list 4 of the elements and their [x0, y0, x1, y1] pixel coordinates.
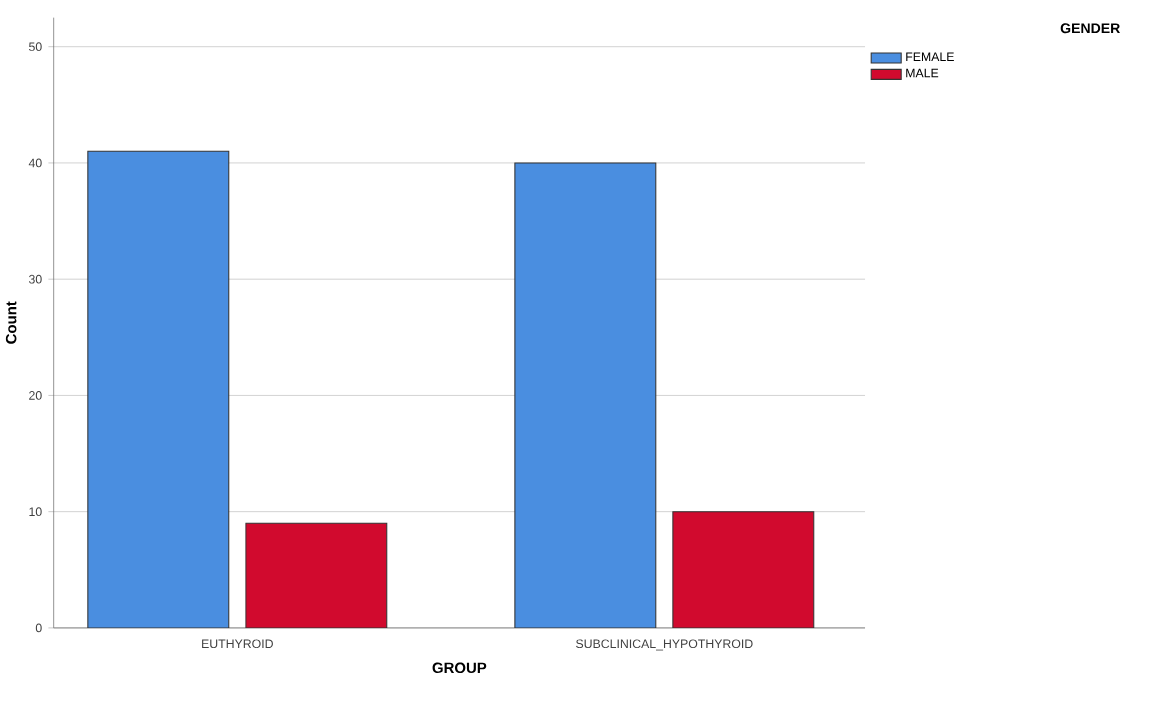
bar: [672, 511, 815, 629]
bar: [514, 162, 657, 629]
bar: [87, 151, 230, 629]
bar: [245, 523, 388, 629]
